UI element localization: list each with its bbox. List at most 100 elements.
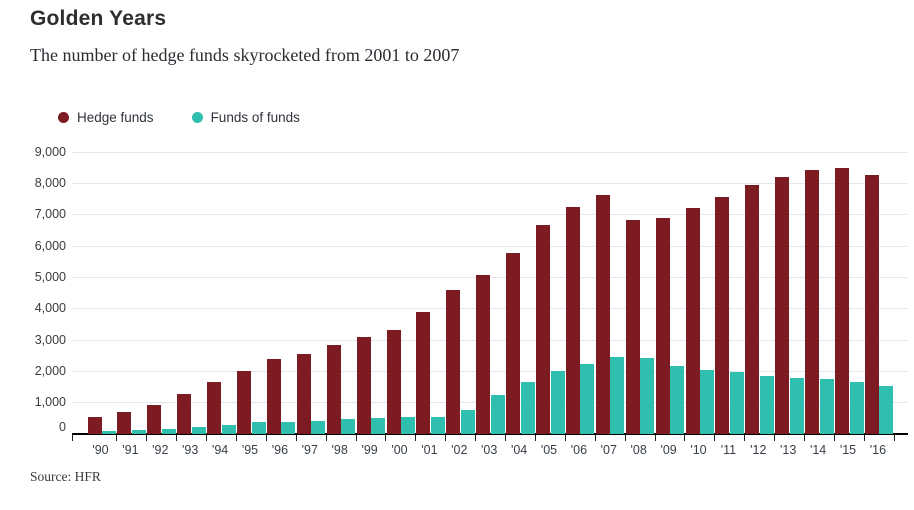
bar-hedge-funds — [476, 275, 491, 434]
x-axis-label: '08 — [630, 443, 647, 457]
x-axis-label: '96 — [271, 443, 289, 457]
bar-funds-of-funds — [371, 418, 386, 434]
x-axis-tick — [265, 435, 267, 441]
legend-dot-hedge-funds-icon — [58, 112, 69, 123]
gridline — [72, 151, 908, 153]
bar-funds-of-funds — [550, 371, 565, 434]
x-axis-label: '14 — [809, 443, 827, 457]
x-axis-tick — [505, 435, 506, 441]
x-axis-label: '95 — [241, 443, 259, 457]
x-axis-tick — [624, 435, 626, 441]
x-axis-tick — [654, 435, 656, 441]
x-axis-label: '93 — [182, 443, 199, 457]
bar-hedge-funds — [835, 168, 849, 434]
x-axis-tick — [206, 435, 207, 441]
bar-funds-of-funds — [670, 366, 685, 434]
x-axis-tick — [534, 435, 536, 441]
x-axis-label: '04 — [510, 443, 528, 457]
x-axis-label: '98 — [331, 443, 348, 457]
bar-funds-of-funds — [700, 370, 714, 434]
x-axis-tick — [475, 435, 477, 441]
x-axis-tick — [684, 435, 686, 441]
bar-hedge-funds — [87, 417, 102, 434]
bar-hedge-funds — [864, 175, 879, 434]
y-axis-label: 4,000 — [34, 301, 66, 316]
page-title: Golden Years — [30, 7, 167, 30]
x-axis-label: '06 — [570, 443, 588, 457]
x-axis-tick — [774, 435, 776, 441]
bar-hedge-funds — [147, 405, 162, 434]
bar-hedge-funds — [565, 207, 580, 434]
legend: Hedge funds Funds of funds — [58, 110, 300, 125]
x-axis-label: '09 — [660, 443, 677, 457]
bar-hedge-funds — [237, 371, 251, 434]
y-axis-label: 6,000 — [34, 238, 66, 253]
bar-funds-of-funds — [580, 364, 595, 434]
bar-hedge-funds — [446, 290, 461, 434]
x-axis-label: '15 — [839, 443, 857, 457]
y-axis-label: 0 — [59, 420, 66, 434]
bar-hedge-funds — [715, 197, 730, 434]
y-axis-label: 7,000 — [34, 207, 66, 222]
bar-funds-of-funds — [161, 429, 176, 434]
x-axis-tick — [116, 435, 118, 441]
bar-funds-of-funds — [401, 417, 415, 434]
bar-funds-of-funds — [490, 395, 505, 434]
x-axis-tick — [385, 435, 387, 441]
x-axis-tick — [235, 435, 237, 441]
bar-hedge-funds — [625, 220, 640, 434]
x-axis-label: '13 — [780, 443, 797, 457]
bar-funds-of-funds — [610, 357, 625, 434]
x-axis-label: '07 — [600, 443, 617, 457]
x-axis-label: '00 — [391, 443, 408, 457]
bar-funds-of-funds — [131, 430, 146, 434]
bar-hedge-funds — [655, 218, 670, 434]
bar-funds-of-funds — [759, 376, 774, 434]
x-axis-tick — [744, 435, 746, 441]
bar-funds-of-funds — [311, 421, 326, 434]
x-axis-label: '90 — [92, 443, 109, 457]
bar-hedge-funds — [177, 394, 192, 434]
bar-hedge-funds — [296, 354, 311, 434]
bar-hedge-funds — [117, 412, 132, 434]
bar-funds-of-funds — [102, 431, 116, 434]
y-axis-label: 9,000 — [34, 144, 66, 159]
x-axis-label: '91 — [122, 443, 139, 457]
y-axis-label: 1,000 — [34, 395, 66, 410]
chart-subtitle: The number of hedge funds skyrocketed fr… — [30, 45, 460, 65]
x-axis-label: '02 — [451, 443, 468, 457]
x-axis-label: '10 — [690, 443, 707, 457]
y-axis-label: 5,000 — [34, 269, 66, 284]
x-axis-label: '16 — [869, 443, 887, 457]
bar-hedge-funds — [356, 337, 371, 434]
bar-funds-of-funds — [849, 382, 864, 434]
gridline — [72, 245, 908, 247]
bar-hedge-funds — [745, 185, 760, 434]
x-axis-tick — [355, 435, 357, 441]
bar-funds-of-funds — [789, 378, 804, 434]
bar-hedge-funds — [416, 312, 431, 434]
bar-funds-of-funds — [341, 419, 356, 434]
bar-funds-of-funds — [430, 417, 445, 434]
x-axis-label: '92 — [152, 443, 169, 457]
x-axis-label: '03 — [481, 443, 498, 457]
x-axis-tick — [804, 435, 805, 441]
x-axis-tick — [714, 435, 716, 441]
bar-funds-of-funds — [819, 379, 834, 434]
bar-funds-of-funds — [251, 422, 266, 434]
x-axis-label: '01 — [421, 443, 438, 457]
bar-funds-of-funds — [729, 372, 744, 434]
bar-hedge-funds — [207, 382, 222, 434]
x-axis-tick — [833, 435, 835, 441]
x-axis-label: '11 — [720, 443, 737, 457]
bar-funds-of-funds — [520, 382, 535, 434]
gridline — [72, 182, 908, 184]
x-axis-tick — [893, 435, 895, 441]
x-axis-tick — [863, 435, 865, 441]
bar-funds-of-funds — [460, 410, 475, 434]
legend-label-funds-of-funds: Funds of funds — [210, 110, 300, 125]
x-axis-label: '12 — [750, 443, 767, 457]
bar-hedge-funds — [326, 345, 341, 434]
x-axis-tick — [445, 435, 447, 441]
